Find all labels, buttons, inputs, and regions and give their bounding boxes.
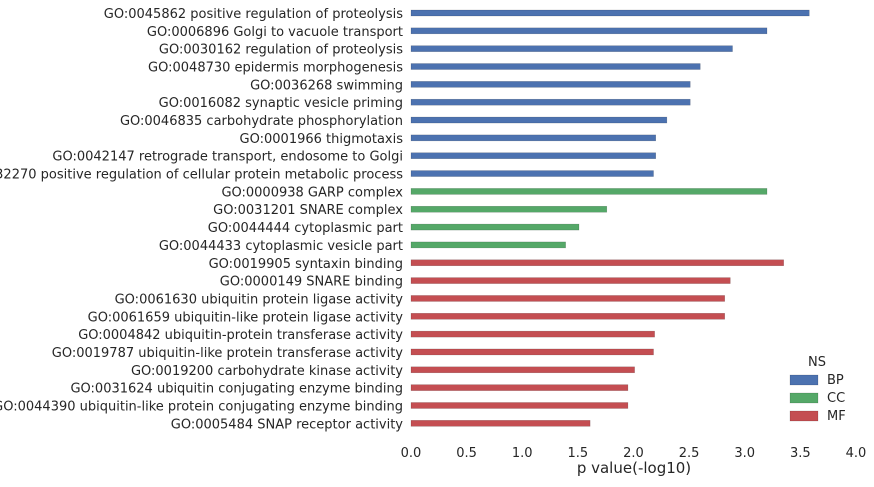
bar xyxy=(410,384,629,391)
bar xyxy=(410,420,591,427)
category-label: GO:0048730 epidermis morphogenesis xyxy=(148,61,403,76)
bar xyxy=(410,45,733,52)
legend-label: CC xyxy=(827,391,845,406)
bar xyxy=(410,188,768,195)
x-tick-label: 0.5 xyxy=(456,446,477,461)
category-label: GO:0019200 carbohydrate kinase activity xyxy=(131,364,403,379)
category-label: GO:0032270 positive regulation of cellul… xyxy=(0,168,403,183)
bar xyxy=(410,81,691,88)
bar xyxy=(410,134,656,142)
bar xyxy=(410,98,691,106)
category-label: GO:0005484 SNAP receptor activity xyxy=(171,417,404,432)
legend-swatch xyxy=(789,374,819,386)
x-tick-label: 1.5 xyxy=(568,446,589,461)
category-label: GO:0044390 ubiquitin-like protein conjug… xyxy=(0,399,403,414)
category-label: GO:0044444 cytoplasmic part xyxy=(208,221,403,236)
bar xyxy=(410,366,635,374)
category-label: GO:0004842 ubiquitin-protein transferase… xyxy=(78,328,403,343)
x-tick-label: 2.5 xyxy=(679,446,700,461)
bar xyxy=(410,223,580,231)
legend: NS BP CC MF xyxy=(789,355,846,424)
category-label: GO:0006896 Golgi to vacuole transport xyxy=(147,25,403,40)
bar xyxy=(410,259,784,267)
category-label: GO:0044433 cytoplasmic vesicle part xyxy=(159,239,403,254)
bar xyxy=(410,116,668,124)
category-label: GO:0000149 SNARE binding xyxy=(220,275,403,290)
category-label: GO:0031201 SNARE complex xyxy=(213,203,403,218)
category-label: GO:0001966 thigmotaxis xyxy=(240,132,404,147)
legend-swatch xyxy=(789,410,819,422)
bar xyxy=(410,348,654,356)
legend-label: BP xyxy=(827,373,844,388)
x-tick-label: 2.0 xyxy=(623,446,644,461)
legend-label: MF xyxy=(827,409,846,424)
bar xyxy=(410,63,701,70)
legend-title: NS xyxy=(808,355,826,370)
bar xyxy=(410,205,608,213)
category-label: GO:0030162 regulation of proteolysis xyxy=(159,43,403,58)
bar xyxy=(410,27,768,35)
category-label: GO:0019905 syntaxin binding xyxy=(209,257,403,272)
bar xyxy=(410,402,629,409)
category-label: GO:0016082 synaptic vesicle priming xyxy=(159,96,403,111)
category-label: GO:0031624 ubiquitin conjugating enzyme … xyxy=(70,382,403,397)
bar xyxy=(410,330,655,338)
bar xyxy=(410,313,725,320)
category-label: GO:0000938 GARP complex xyxy=(221,185,403,200)
category-label: GO:0046835 carbohydrate phosphorylation xyxy=(120,114,403,129)
bar xyxy=(410,295,725,302)
x-tick-label: 3.0 xyxy=(734,446,755,461)
bar xyxy=(410,9,810,17)
category-label: GO:0061659 ubiquitin-like protein ligase… xyxy=(88,310,404,325)
category-label: GO:0042147 retrograde transport, endosom… xyxy=(52,150,403,165)
x-tick-label: 0.0 xyxy=(401,446,422,461)
x-tick-label: 4.0 xyxy=(846,446,867,461)
bar xyxy=(410,152,656,159)
bars xyxy=(410,9,810,427)
bar xyxy=(410,277,731,284)
bar xyxy=(410,170,654,177)
category-labels: GO:0045862 positive regulation of proteo… xyxy=(0,7,403,432)
x-axis-ticks: 0.0 0.5 1.0 1.5 2.0 2.5 3.0 3.5 4.0 xyxy=(401,446,867,461)
bar xyxy=(410,241,566,249)
legend-swatch xyxy=(789,392,819,404)
category-label: GO:0019787 ubiquitin-like protein transf… xyxy=(52,346,404,361)
x-axis-label: p value(-log10) xyxy=(577,459,691,477)
category-label: GO:0045862 positive regulation of proteo… xyxy=(104,7,403,22)
x-tick-label: 1.0 xyxy=(512,446,533,461)
category-label: GO:0061630 ubiquitin protein ligase acti… xyxy=(115,292,404,307)
category-label: GO:0036268 swimming xyxy=(250,78,403,93)
x-tick-label: 3.5 xyxy=(790,446,811,461)
